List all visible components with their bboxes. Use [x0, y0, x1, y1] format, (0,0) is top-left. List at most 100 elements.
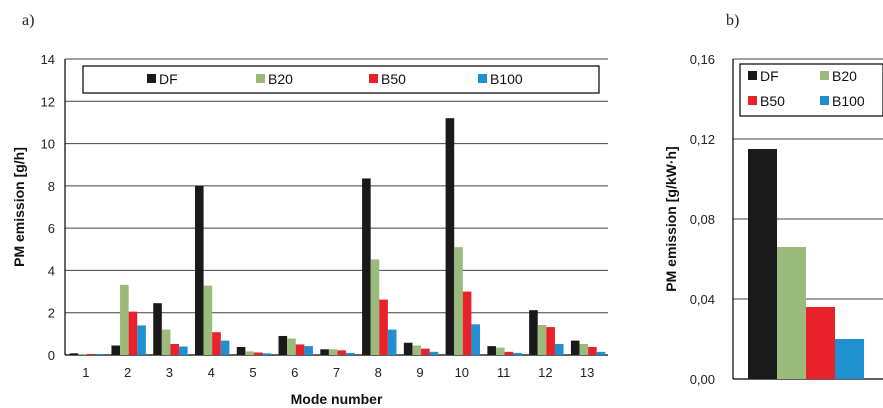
y-axis-title: PM emission [g/kW·h]	[663, 146, 679, 291]
bar-b50	[421, 348, 430, 355]
bar-df	[194, 185, 204, 355]
bar-df	[111, 345, 121, 355]
bar-b50	[337, 350, 347, 355]
y-tick-label: 0,04	[690, 292, 715, 307]
y-tick-label: 0,00	[690, 372, 715, 387]
bar-b20	[120, 284, 129, 355]
legend-swatch-df	[147, 74, 156, 83]
legend-label-df: DF	[760, 68, 779, 84]
y-tick-label: 0	[48, 348, 55, 363]
legend-swatch-b20	[256, 74, 265, 83]
y-tick-label: 0,16	[690, 52, 715, 67]
bar-df	[529, 310, 538, 355]
x-tick-label: 13	[580, 365, 594, 380]
bar-b100	[179, 346, 188, 355]
bar-b50	[86, 353, 96, 355]
bar-b50	[546, 327, 555, 355]
bar-b20	[287, 338, 296, 355]
legend-label-df: DF	[159, 71, 178, 87]
x-tick-label: 8	[375, 365, 382, 380]
legend-box	[82, 65, 600, 94]
bar-df	[403, 342, 413, 355]
bar-df	[320, 349, 329, 355]
legend-swatch-b20	[820, 71, 829, 80]
bar-b50	[504, 351, 514, 355]
bar-b20	[78, 353, 87, 355]
y-tick-label: 10	[41, 137, 55, 152]
panel-label-a: a)	[22, 12, 35, 29]
legend-swatch-df	[748, 71, 757, 80]
bar-df	[278, 335, 288, 355]
bar-df	[445, 118, 455, 355]
x-tick-label: 7	[333, 365, 340, 380]
y-tick-label: 0,08	[690, 212, 715, 227]
bar-df	[69, 353, 79, 355]
legend-label-b50: B50	[381, 71, 406, 87]
bar-b100	[387, 329, 397, 355]
bar-b20	[203, 285, 213, 355]
bar-b50	[170, 344, 180, 355]
y-axis-title: PM emission [g/h]	[11, 147, 27, 267]
bar-b100	[596, 351, 606, 355]
bar-b20	[777, 247, 806, 379]
bar-b100	[304, 346, 313, 355]
y-tick-label: 0,12	[690, 132, 715, 147]
x-tick-label: 11	[497, 365, 511, 380]
bar-b50	[462, 291, 472, 355]
legend-swatch-b50	[369, 74, 378, 83]
x-tick-label: 2	[124, 365, 131, 380]
bar-b20	[579, 344, 589, 355]
bar-b100	[513, 352, 522, 355]
bar-b100	[95, 353, 105, 355]
y-tick-label: 6	[48, 221, 55, 236]
bar-b50	[588, 346, 597, 355]
bar-b100	[137, 325, 146, 355]
bar-b50	[253, 352, 263, 355]
bar-b20	[161, 329, 171, 355]
bar-b100	[346, 352, 355, 355]
bar-b50	[295, 344, 305, 355]
y-tick-label: 14	[41, 52, 55, 67]
x-tick-label: 3	[166, 365, 173, 380]
legend-label-b100: B100	[490, 71, 523, 87]
y-tick-label: 8	[48, 179, 55, 194]
bar-b20	[245, 351, 254, 355]
bar-df	[570, 340, 580, 355]
bar-b100	[835, 339, 864, 379]
y-tick-label: 4	[48, 263, 55, 278]
bar-b50	[128, 311, 138, 355]
bar-b50	[806, 307, 835, 379]
x-tick-label: 6	[291, 365, 298, 380]
bar-b20	[412, 345, 422, 355]
bar-df	[362, 178, 371, 355]
legend-box	[739, 63, 883, 117]
x-tick-label: 10	[455, 365, 469, 380]
legend-swatch-b100	[820, 96, 829, 105]
bar-df	[487, 346, 496, 355]
x-axis-title: Mode number	[291, 391, 383, 407]
x-tick-label: 4	[208, 365, 215, 380]
legend-label-b50: B50	[760, 93, 785, 109]
y-tick-label: 12	[41, 94, 55, 109]
chart-b: 0,00 0,04 0,08 0,12 0,16 DF B20 B50 B100 PM emiss…	[663, 52, 883, 387]
bar-b20	[328, 349, 338, 355]
bar-b20	[537, 324, 547, 355]
bar-df	[153, 303, 162, 355]
legend-label-b20: B20	[832, 68, 857, 84]
bar-b20	[370, 259, 380, 355]
bar-b50	[379, 299, 388, 355]
x-tick-label: 9	[416, 365, 423, 380]
legend-swatch-b50	[748, 96, 757, 105]
bar-b100	[220, 340, 230, 355]
bar-b100	[471, 324, 481, 355]
bar-b100	[262, 353, 272, 355]
bar-b20	[495, 347, 505, 355]
y-tick-label: 2	[48, 306, 55, 321]
panel-label-b: b)	[726, 12, 740, 29]
x-tick-label: 5	[249, 365, 256, 380]
bar-b50	[212, 332, 221, 355]
bar-b100	[429, 351, 439, 355]
bar-df	[236, 346, 246, 355]
